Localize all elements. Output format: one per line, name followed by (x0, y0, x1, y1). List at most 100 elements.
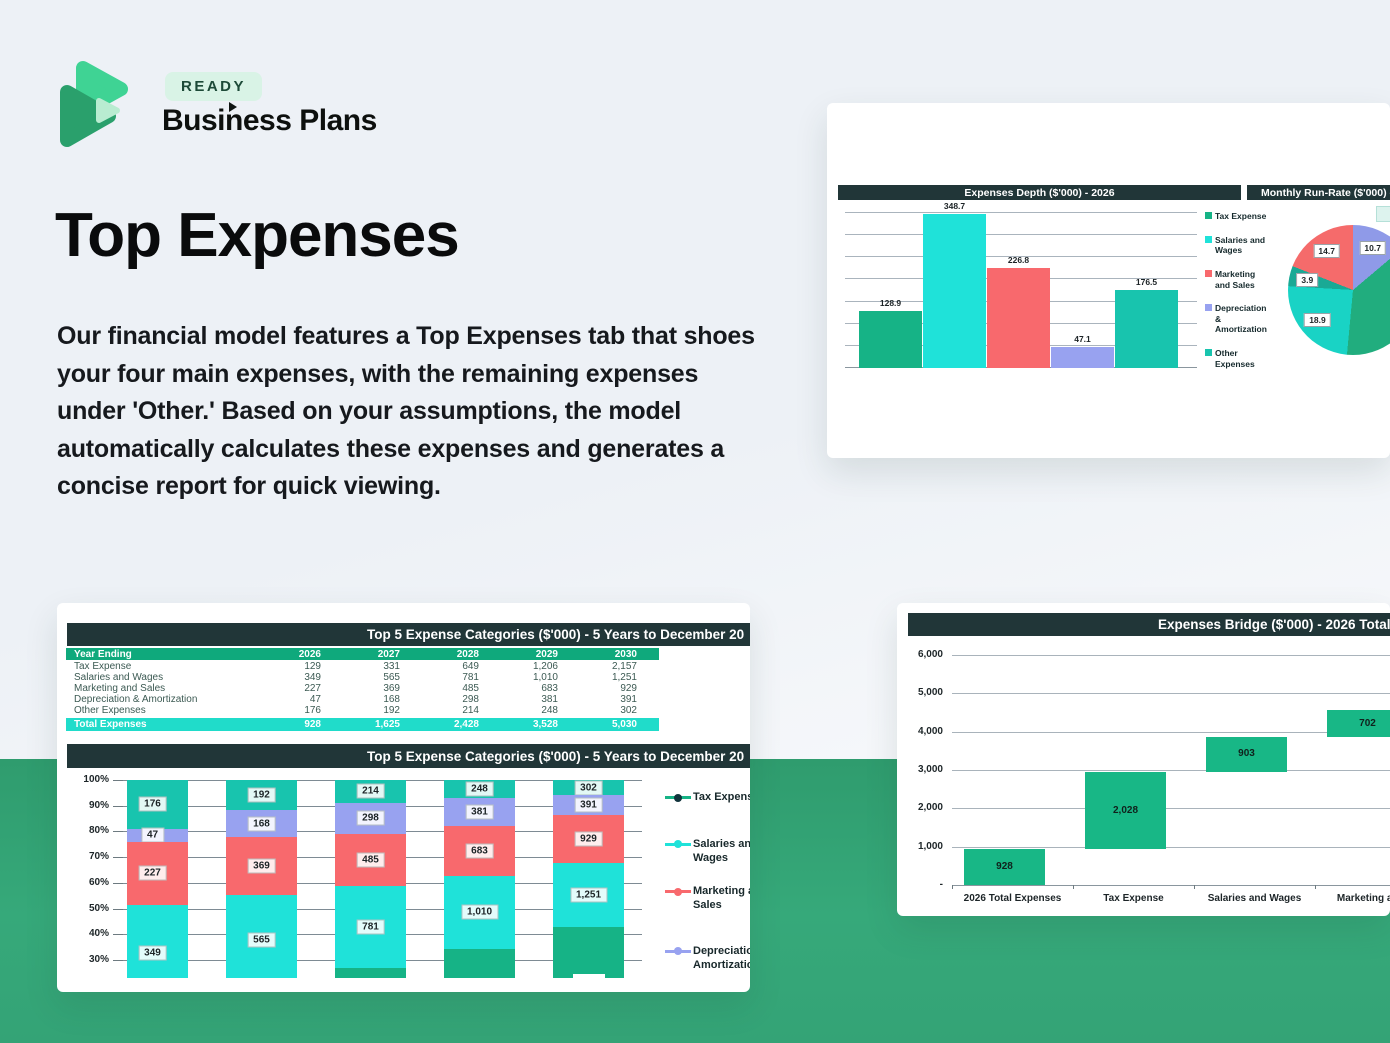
expenses-depth-chart-title: Expenses Depth ($'000) - 2026 (838, 185, 1241, 200)
grid-line (952, 693, 1390, 695)
grid-line (952, 655, 1390, 656)
table-cell: 1,251 (611, 672, 637, 683)
stacked-segment: 929 (553, 815, 624, 863)
depth-bar-value: 128.9 (879, 297, 902, 308)
pie-slice-value: 3.9 (1296, 272, 1319, 287)
legend-swatch (1205, 349, 1212, 356)
column-header: 2028 (456, 648, 479, 660)
legend-line-marker (665, 840, 691, 849)
table-row-label: Depreciation & Amortization (74, 694, 198, 705)
stacked-segment: 47 (127, 827, 188, 843)
segment-value: 369 (247, 858, 276, 874)
pie-slice-value: 14.7 (1313, 244, 1340, 259)
legend-label: Other Expenses (1215, 348, 1255, 369)
legend-swatch (1205, 212, 1212, 219)
expenses-depth-card: Expenses Depth ($'000) - 2026 Monthly Ru… (827, 103, 1390, 458)
depth-bar (1051, 347, 1114, 368)
legend-line-marker (665, 887, 691, 896)
column-header: 2027 (377, 648, 400, 660)
stacked-bar: 248 381 683 1,010 (444, 780, 515, 978)
waterfall-bar-value: 702 (1359, 717, 1376, 729)
stacked-segment: 391 (553, 795, 624, 816)
y-axis-tick-label: 70% (88, 851, 109, 863)
total-cell: 1,625 (374, 719, 400, 730)
column-header: 2030 (614, 648, 637, 660)
cursor-triangle-icon (229, 102, 237, 112)
table-cell: 129 (304, 661, 321, 672)
depth-bar-value: 226.8 (1007, 254, 1030, 265)
legend-item: Other Expenses (1205, 348, 1269, 369)
waterfall-bar (1085, 771, 1166, 850)
ready-badge: READY (165, 72, 263, 101)
segment-value: 349 (138, 945, 167, 961)
legend-label: Salaries and Wages (693, 837, 750, 864)
stacked-segment: 176 (127, 780, 188, 829)
stacked-segment: 192 (226, 780, 297, 811)
waterfall-bar (1327, 710, 1390, 738)
top5-expenses-card: Top 5 Expense Categories ($'000) - 5 Yea… (57, 603, 750, 992)
top5-chart-title: Top 5 Expense Categories ($'000) - 5 Yea… (67, 744, 750, 768)
segment-value: 1,251 (569, 887, 608, 903)
legend-label: Depreciation & Amortization (1215, 303, 1267, 335)
pie-slice-value: 10.7 (1359, 240, 1386, 255)
table-row: Marketing and Sales 227 369 485 683 929 (66, 683, 659, 694)
table-cell: 331 (383, 661, 400, 672)
legend-item: Depreciation & Amortization (1205, 303, 1269, 335)
segment-value: 683 (465, 843, 494, 859)
legend-line-marker (665, 947, 691, 956)
table-cell: 1,010 (532, 672, 558, 683)
stacked-segment: 227 (127, 841, 188, 905)
legend-item: Salaries and Wages (1205, 235, 1269, 256)
table-cell: 302 (620, 705, 637, 716)
depth-bar-value: 47.1 (1074, 334, 1091, 345)
table-cell: 176 (304, 705, 321, 716)
stacked-segment (444, 949, 515, 978)
table-cell: 1,206 (532, 661, 558, 672)
total-cell: 5,030 (611, 719, 637, 730)
legend-label: Tax Expense (1215, 211, 1267, 221)
table-cell: 929 (620, 683, 637, 694)
y-axis-tick-label: 40% (88, 928, 109, 940)
waterfall-bar (1206, 737, 1287, 772)
table-cell: 565 (383, 672, 400, 683)
table-row: Depreciation & Amortization 47 168 298 381 39… (66, 694, 659, 705)
waterfall-bar-value: 928 (996, 861, 1013, 873)
table-cell: 298 (462, 694, 479, 705)
x-axis-category-label: Tax Expense (1103, 893, 1164, 904)
legend-swatch (1205, 269, 1212, 277)
grid-line (952, 731, 1390, 733)
total-cell: 928 (304, 719, 321, 730)
stacked-segment: 214 (335, 780, 406, 803)
depth-bar (987, 267, 1050, 368)
table-cell: 168 (383, 694, 400, 705)
expenses-depth-legend: Tax Expense Salaries and Wages Marketing a… (1205, 211, 1269, 369)
depth-bar (859, 310, 922, 368)
depth-bar-value: 348.7 (943, 200, 966, 211)
table-cell: 381 (541, 694, 558, 705)
depth-bar (1115, 289, 1178, 368)
depth-bar (923, 213, 986, 368)
segment-value: 168 (247, 816, 276, 832)
stacked-segment (335, 968, 406, 978)
y-axis-tick (113, 780, 123, 781)
stacked-segment (553, 926, 624, 978)
x-axis-tick (1315, 885, 1316, 889)
grid-line (952, 885, 1390, 886)
legend-item: Marketing and Sales (1205, 269, 1269, 290)
legend-dot (674, 947, 682, 956)
y-axis-tick-label: 5,000 (917, 687, 943, 699)
stacked-segment: 168 (226, 810, 297, 837)
brand-logo[interactable]: READY Business Plans (57, 50, 437, 160)
y-axis-tick-label: 50% (88, 902, 109, 914)
waterfall-bar-value: 2,028 (1112, 804, 1139, 816)
y-axis-tick-label: 6,000 (917, 649, 943, 660)
top5-stacked-chart: 176 47 227 349 192 168 369 565 214 298 485 781 248 38… (57, 773, 750, 992)
segment-value: 381 (465, 804, 494, 820)
segment-value: 192 (247, 787, 276, 803)
segment-value: 176 (138, 796, 167, 812)
y-axis-tick (113, 831, 123, 833)
top5-table-title: Top 5 Expense Categories ($'000) - 5 Yea… (67, 623, 750, 646)
legend-label: Depreciation & Amortization (693, 944, 750, 971)
table-cell: 369 (383, 683, 400, 694)
table-cell: 227 (304, 683, 321, 694)
